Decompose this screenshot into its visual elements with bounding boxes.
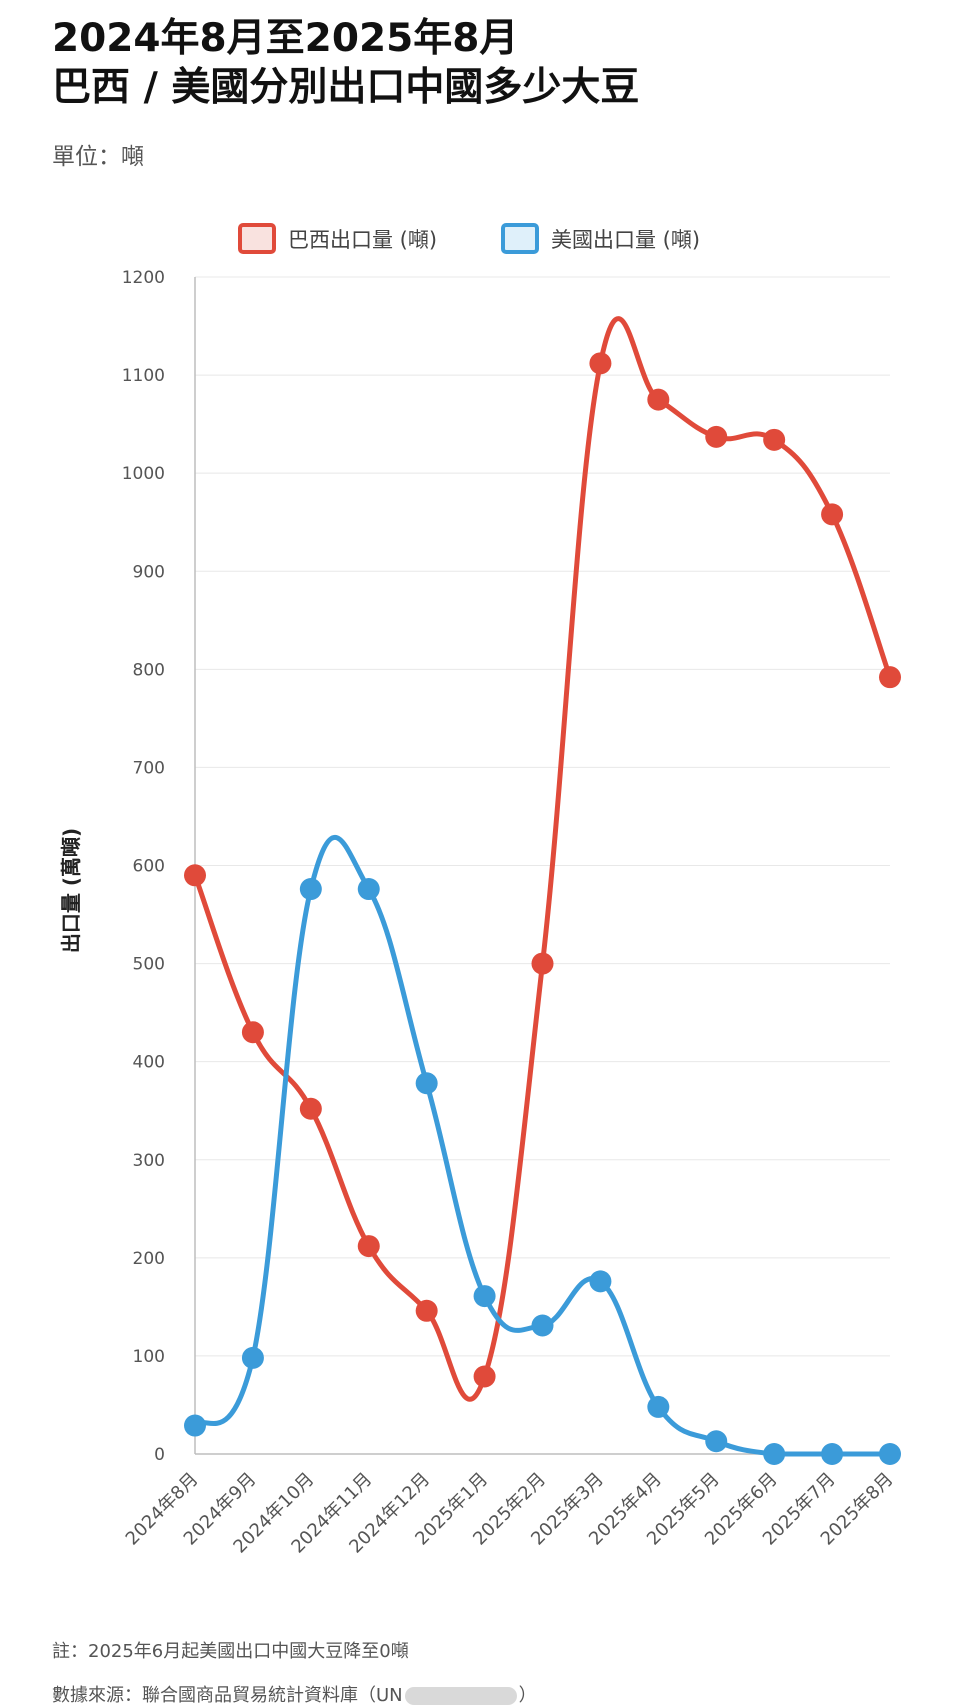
y-tick-label: 200 — [133, 1249, 165, 1269]
y-tick-label: 700 — [133, 758, 165, 778]
data-point-brazil — [763, 428, 786, 451]
data-point-us — [299, 878, 322, 901]
redacted-blur — [404, 1687, 517, 1705]
series-line-us — [192, 834, 893, 1457]
data-point-us — [357, 878, 380, 901]
data-point-brazil — [357, 1235, 380, 1258]
y-tick-label: 600 — [133, 857, 165, 877]
data-point-us — [241, 1346, 264, 1369]
y-tick-label: 1200 — [122, 268, 165, 288]
y-tick-label: 100 — [133, 1347, 165, 1367]
legend-label: 美國出口量 (噸) — [551, 228, 700, 252]
data-point-brazil — [821, 503, 844, 526]
data-point-brazil — [184, 864, 206, 887]
source-note: 數據來源：聯合國商品貿易統計資料庫（UN ） — [52, 1681, 537, 1707]
y-tick-label: 0 — [154, 1445, 165, 1465]
chart-title: 2024年8月至2025年8月 — [52, 16, 519, 61]
data-point-us — [763, 1443, 786, 1465]
data-point-us — [879, 1443, 901, 1465]
data-point-us — [647, 1395, 670, 1418]
data-point-brazil — [473, 1365, 496, 1388]
data-point-brazil — [241, 1021, 264, 1044]
data-point-us — [705, 1430, 728, 1453]
data-point-brazil — [705, 425, 728, 448]
legend-swatch — [238, 223, 276, 254]
y-axis-title: 出口量 (萬噸) — [59, 828, 83, 953]
y-tick-label: 500 — [133, 955, 165, 975]
y-tick-label: 300 — [133, 1151, 165, 1171]
source-suffix: ） — [518, 1685, 537, 1706]
data-point-us — [821, 1443, 844, 1465]
data-point-us — [531, 1314, 554, 1337]
data-point-brazil — [299, 1097, 322, 1120]
data-point-us — [589, 1270, 612, 1293]
series-line-brazil — [192, 316, 893, 1402]
data-point-brazil — [415, 1299, 438, 1322]
footnote: 註：2025年6月起美國出口中國大豆降至0噸 — [52, 1641, 409, 1662]
data-point-us — [184, 1414, 206, 1437]
data-point-brazil — [589, 352, 612, 375]
data-point-us — [415, 1072, 438, 1095]
legend-swatch — [501, 223, 539, 254]
y-tick-label: 400 — [133, 1053, 165, 1073]
y-tick-label: 900 — [133, 562, 165, 582]
source-prefix: 數據來源：聯合國商品貿易統計資料庫（UN — [52, 1685, 403, 1706]
y-tick-label: 1100 — [122, 366, 165, 386]
chart-subtitle: 巴西 / 美國分別出口中國多少大豆 — [52, 65, 640, 110]
data-point-us — [473, 1285, 496, 1308]
data-point-brazil — [531, 952, 554, 975]
unit-label: 單位：噸 — [52, 144, 144, 170]
data-point-brazil — [879, 666, 901, 689]
y-tick-label: 800 — [133, 660, 165, 680]
legend-label: 巴西出口量 (噸) — [288, 228, 437, 252]
data-point-brazil — [647, 388, 670, 411]
y-tick-label: 1000 — [122, 464, 165, 484]
